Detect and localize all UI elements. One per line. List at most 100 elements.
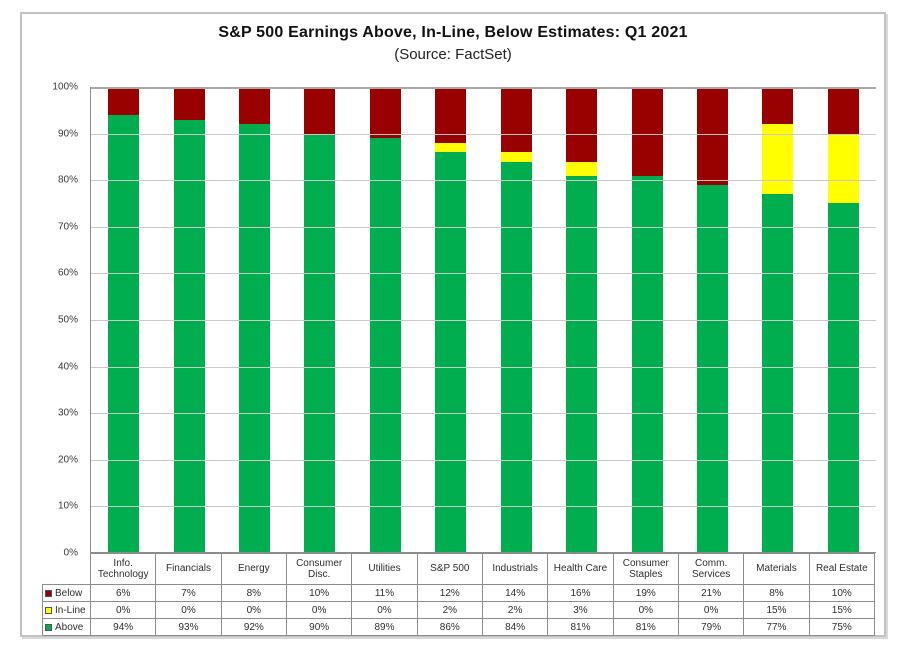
- bar-stack: [566, 87, 598, 553]
- table-value-cell: 86%: [416, 618, 483, 636]
- bar-segment-above: [631, 175, 663, 553]
- y-tick-label: 0%: [63, 547, 78, 559]
- bar-segment-below: [697, 87, 728, 185]
- table-value-cell: 16%: [547, 584, 614, 602]
- bar-segment-below: [566, 87, 598, 162]
- table-value-cell: 0%: [351, 601, 418, 619]
- bar-segment-above: [369, 138, 401, 553]
- bar-segment-inline: [435, 142, 467, 153]
- gridline: [91, 552, 876, 553]
- bar-segment-below: [500, 87, 532, 153]
- table-value-cell: 3%: [547, 601, 614, 619]
- bar-stack: [631, 87, 663, 553]
- bar-segment-above: [108, 114, 140, 553]
- legend-cell: Above: [42, 618, 91, 636]
- y-tick-label: 80%: [57, 174, 78, 186]
- table-value-cell: 19%: [612, 584, 679, 602]
- table-value-cell: 81%: [612, 618, 679, 636]
- bar-stack: [697, 87, 728, 553]
- table-value-cell: 84%: [481, 618, 549, 636]
- gridline: [91, 367, 876, 368]
- category-header-cell: Industrials: [481, 553, 549, 585]
- legend-label: Below: [55, 587, 83, 599]
- gridline: [91, 413, 876, 414]
- category-header-cell: Health Care: [547, 553, 614, 585]
- legend-cell: In-Line: [42, 601, 91, 619]
- table-value-cell: 14%: [481, 584, 549, 602]
- table-value-cell: 81%: [547, 618, 614, 636]
- bar-stack: [239, 87, 271, 553]
- table-value-cell: 15%: [743, 601, 810, 619]
- table-value-cell: 79%: [677, 618, 745, 636]
- bar-segment-below: [435, 87, 467, 143]
- bar-stack: [173, 87, 205, 553]
- plot-area: [90, 87, 876, 553]
- table-row: Below 6% 7% 8% 10% 11% 12% 14% 16% 19% 21% 8% 10%: [42, 584, 876, 602]
- category-header-cell: Comm. Services: [677, 553, 745, 585]
- y-tick-label: 30%: [57, 407, 78, 419]
- chart-subtitle: (Source: FactSet): [394, 46, 512, 63]
- y-axis-labels: 100% 90% 80% 70% 60% 50% 40% 30% 20% 10% 0%: [22, 82, 84, 559]
- bar-segment-above: [173, 119, 205, 553]
- y-tick-label: 90%: [57, 128, 78, 140]
- gridline: [91, 273, 876, 274]
- bar-column: [811, 87, 876, 553]
- bar-column: [745, 87, 810, 553]
- legend-label: Above: [55, 621, 84, 633]
- gridline: [91, 460, 876, 461]
- legend-label: In-Line: [55, 604, 86, 616]
- bar-segment-below: [239, 87, 271, 125]
- chart-title: S&P 500 Earnings Above, In-Line, Below E…: [218, 24, 688, 41]
- bar-column: [91, 87, 156, 553]
- y-tick-label: 50%: [57, 314, 78, 326]
- table-value-cell: 0%: [612, 601, 679, 619]
- bar-segment-above: [304, 133, 336, 553]
- inline-legend-swatch: [45, 606, 52, 614]
- below-legend-swatch: [45, 589, 52, 597]
- table-header-row: Info. Technology Financials Energy Consumer…: [43, 553, 876, 585]
- y-tick-label: 60%: [57, 267, 78, 279]
- bar-segment-inline: [762, 124, 794, 195]
- category-header-cell: Consumer Disc.: [285, 553, 353, 585]
- category-header-cell: Financials: [155, 553, 222, 585]
- bar-stack: [500, 87, 532, 553]
- table-value-cell: 0%: [677, 601, 745, 619]
- bar-segment-above: [827, 203, 859, 553]
- category-header-cell: Info. Technology: [89, 553, 157, 585]
- table-value-cell: 89%: [351, 618, 418, 636]
- table-value-cell: 10%: [285, 584, 353, 602]
- y-tick-label: 100%: [52, 81, 78, 93]
- gridline: [91, 227, 876, 228]
- chart-container: S&P 500 Earnings Above, In-Line, Below E…: [20, 12, 886, 637]
- bar-segment-above: [239, 124, 271, 553]
- bar-segment-above: [697, 184, 728, 553]
- bar-column: [549, 87, 614, 553]
- gridline: [91, 134, 876, 135]
- bar-segment-inline: [500, 152, 532, 162]
- bar-segment-below: [762, 87, 794, 125]
- gridline: [91, 320, 876, 321]
- category-header-cell: Energy: [220, 553, 287, 585]
- bar-segment-above: [500, 161, 532, 553]
- gridline: [91, 87, 876, 89]
- bar-column: [287, 87, 352, 553]
- table-value-cell: 8%: [220, 584, 287, 602]
- bar-segment-below: [631, 87, 663, 176]
- table-value-cell: 93%: [155, 618, 222, 636]
- table-value-cell: 92%: [220, 618, 287, 636]
- bar-column: [484, 87, 549, 553]
- bar-segment-above: [566, 175, 598, 553]
- corner-cell: [43, 554, 91, 585]
- table-value-cell: 21%: [677, 584, 745, 602]
- table-value-cell: 8%: [743, 584, 810, 602]
- category-header-cell: Materials: [743, 553, 810, 585]
- table-value-cell: 0%: [285, 601, 353, 619]
- y-tick-label: 20%: [57, 454, 78, 466]
- bar-column: [156, 87, 221, 553]
- bar-segment-below: [827, 87, 859, 134]
- table-value-cell: 12%: [416, 584, 483, 602]
- table-value-cell: 7%: [155, 584, 222, 602]
- table-value-cell: 2%: [416, 601, 483, 619]
- bar-segment-above: [435, 152, 467, 553]
- table-value-cell: 77%: [743, 618, 810, 636]
